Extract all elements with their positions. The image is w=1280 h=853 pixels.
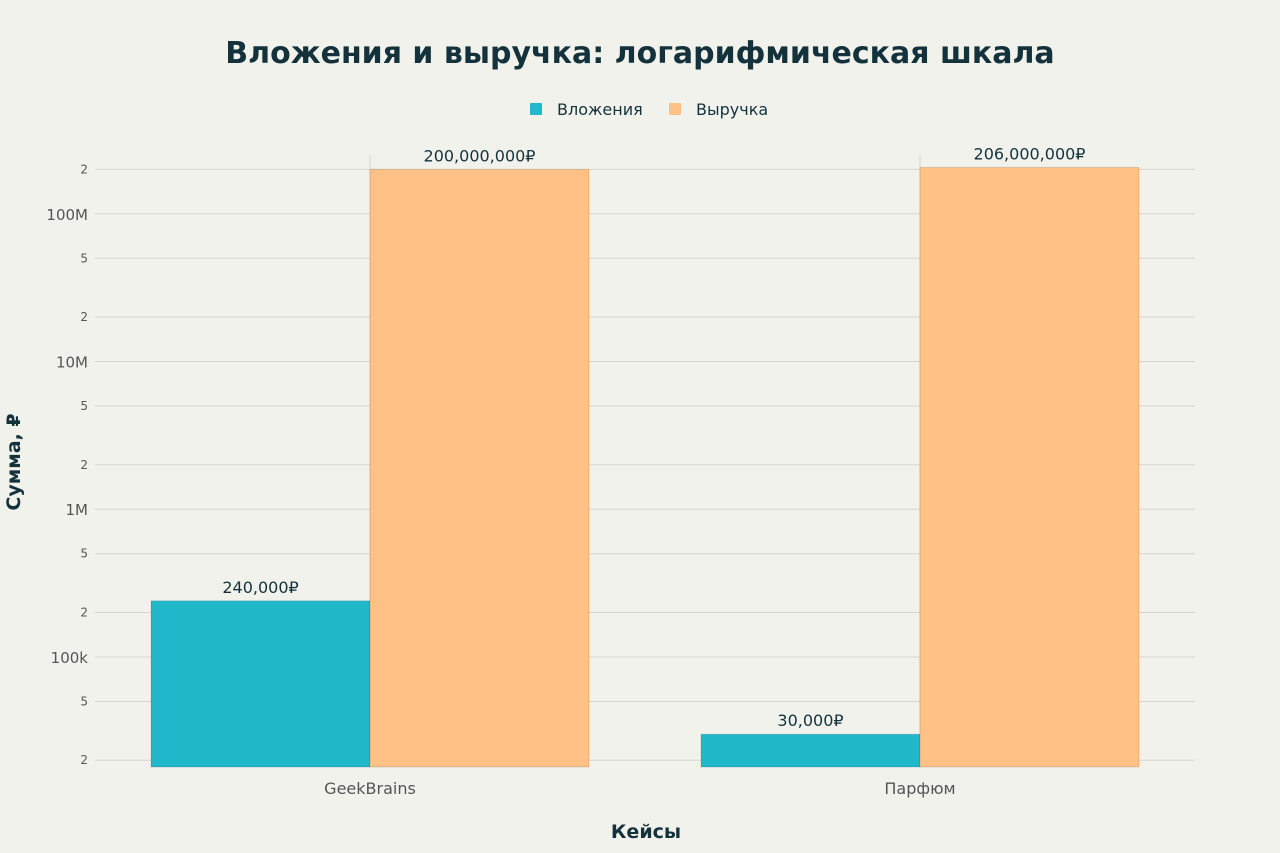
data-label: 200,000,000₽: [424, 146, 536, 165]
y-tick-label: 100k: [51, 649, 89, 667]
y-axis-ticks: 2 5 100k 2 5 1M 2 5 10M 2 5 100M 2: [46, 162, 88, 767]
bar-investments-0[interactable]: [150, 600, 371, 768]
y-tick-label: 5: [80, 694, 88, 708]
chart-title: Вложения и выручка: логарифмическая шкал…: [225, 36, 1054, 71]
legend-swatch-revenue: [669, 103, 681, 115]
y-tick-label: 2: [80, 310, 88, 324]
data-labels: 240,000₽ 200,000,000₽ 30,000₽ 206,000,000₽: [222, 144, 1085, 730]
x-tick-label: GeekBrains: [324, 779, 416, 798]
legend-swatch-investments: [530, 103, 542, 115]
y-tick-label: 2: [80, 606, 88, 620]
y-tick-label: 10M: [56, 354, 88, 372]
x-tick-label: Парфюм: [884, 779, 955, 798]
y-axis-title: Сумма, ₽: [3, 413, 25, 510]
legend-label-revenue: Выручка: [696, 100, 768, 119]
y-tick-label: 100M: [46, 206, 88, 224]
y-tick-label: 1M: [66, 501, 89, 519]
y-tick-label: 5: [80, 251, 88, 265]
x-axis-ticks: GeekBrains Парфюм: [324, 779, 955, 798]
bars: [150, 166, 1140, 768]
y-tick-label: 2: [80, 753, 88, 767]
bar-revenue-0[interactable]: [369, 168, 590, 768]
data-label: 206,000,000₽: [974, 144, 1086, 163]
legend-label-investments: Вложения: [557, 100, 643, 119]
y-tick-label: 5: [80, 547, 88, 561]
x-axis-title: Кейсы: [611, 821, 681, 843]
data-label: 240,000₽: [222, 578, 298, 597]
y-tick-label: 2: [80, 458, 88, 472]
y-tick-label: 2: [80, 162, 88, 176]
y-tick-label: 5: [80, 399, 88, 413]
legend[interactable]: Вложения Выручка: [530, 100, 768, 119]
bar-investments-1[interactable]: [700, 733, 921, 768]
data-label: 30,000₽: [777, 711, 843, 730]
bar-revenue-1[interactable]: [919, 166, 1140, 768]
